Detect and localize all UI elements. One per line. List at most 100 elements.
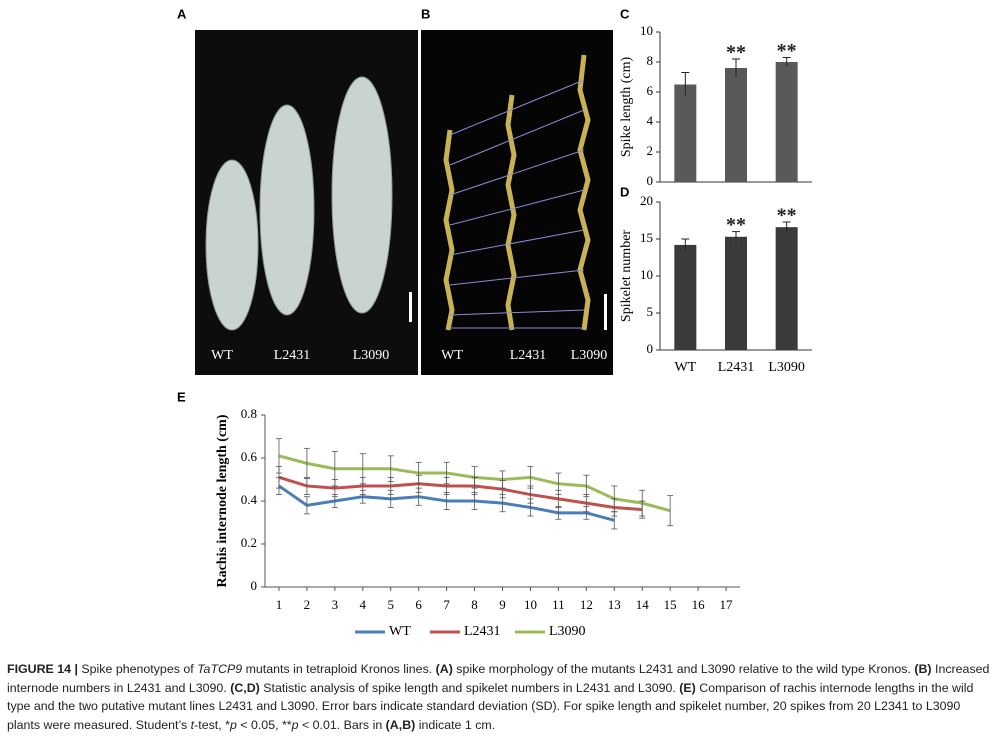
caption-text: (A,B) (385, 717, 416, 732)
error-bar (527, 466, 534, 489)
photo-label: WT (441, 348, 463, 363)
error-bar (681, 72, 690, 97)
caption-text: p (291, 717, 299, 732)
significance: ** (777, 40, 797, 62)
y-tick-label: 20 (640, 193, 653, 208)
panel-label: D (620, 184, 629, 199)
photo-label: WT (211, 348, 233, 363)
bar (775, 227, 798, 350)
y-tick-label: 5 (647, 304, 654, 319)
y-tick-label: 0 (647, 173, 654, 188)
bar (674, 244, 697, 350)
legend-label: L2431 (464, 624, 501, 639)
error-bar (681, 238, 690, 251)
caption-text: (E) (679, 680, 696, 695)
error-bar (611, 485, 618, 513)
bar (725, 68, 747, 182)
error-bar (667, 495, 674, 527)
error-bar (443, 461, 450, 485)
photo-label: L2431 (510, 348, 547, 363)
x-tick-label: 15 (664, 597, 677, 612)
error-bar (331, 451, 338, 487)
error-bar (415, 461, 422, 485)
y-tick-label: 0.2 (241, 535, 257, 550)
error-bar (782, 221, 791, 233)
y-axis-label: Spikelet number (619, 230, 634, 322)
caption-text: Comparison of rachis internode lengths i… (7, 680, 974, 732)
bar (674, 84, 697, 182)
x-tick-label: 6 (415, 597, 422, 612)
caption-text: FIGURE 14 | (7, 662, 78, 676)
photo-label: L2431 (274, 348, 311, 363)
x-tick-label: 14 (636, 597, 650, 612)
error-bar (359, 453, 366, 485)
error-bar (782, 57, 791, 67)
x-tick-label: 17 (720, 597, 734, 612)
scale-bar (409, 292, 412, 322)
significance: ** (726, 42, 746, 64)
y-axis-label: Rachis internode length (cm) (215, 414, 230, 587)
error-bar (303, 496, 310, 515)
figure-caption: FIGURE 14 | Spike phenotypes of TaTCP9 m… (7, 660, 991, 734)
x-tick-label: 8 (471, 597, 478, 612)
caption-text: (A) (435, 662, 453, 676)
panel-label: A (177, 6, 187, 21)
error-bar (275, 438, 282, 474)
x-tick-label: 11 (552, 597, 565, 612)
y-tick-label: 0.4 (241, 492, 258, 507)
error-bar (555, 472, 562, 495)
y-tick-label: 2 (647, 143, 654, 158)
caption-text: indicate 1 cm. (415, 717, 496, 732)
caption-text: TaTCP9 (197, 662, 243, 676)
x-tick-label: 7 (443, 597, 450, 612)
spike-photos (205, 76, 393, 331)
y-tick-label: 0.8 (241, 406, 257, 421)
significance: ** (726, 214, 746, 236)
x-tick-label: 16 (692, 597, 706, 612)
caption-text: -test, * (194, 717, 230, 732)
y-tick-label: 10 (640, 267, 653, 282)
error-bar (583, 474, 590, 498)
y-axis-label: Spike length (cm) (619, 57, 634, 158)
error-bar (387, 455, 394, 483)
y-tick-label: 6 (647, 83, 654, 98)
x-tick-label: 5 (387, 597, 394, 612)
y-tick-label: 0 (647, 341, 654, 356)
y-tick-label: 10 (640, 23, 653, 38)
caption-text: Statistic analysis of spike length and s… (259, 680, 680, 695)
rachis-photos (443, 54, 591, 331)
error-bar (471, 466, 478, 489)
connector-lines (449, 79, 585, 329)
y-tick-label: 0 (251, 578, 258, 593)
x-tick-label: 10 (524, 597, 537, 612)
bar (725, 236, 747, 350)
x-tick-label: 12 (580, 597, 593, 612)
caption-text: < 0.05, ** (236, 717, 292, 732)
caption-text: p (229, 717, 237, 732)
y-tick-label: 8 (647, 53, 654, 68)
photo-label: L3090 (571, 348, 608, 363)
panel-label: C (620, 6, 630, 21)
caption-text: spike morphology of the mutants L2431 an… (452, 662, 915, 676)
caption-text: (C,D) (230, 680, 260, 695)
x-tick-label: 2 (304, 597, 311, 612)
error-bar (499, 470, 506, 489)
scale-bar (604, 294, 607, 330)
x-tick-label: 1 (276, 597, 283, 612)
panel-label: E (177, 389, 186, 404)
significance: ** (777, 205, 797, 227)
y-tick-label: 0.6 (241, 449, 258, 464)
caption-text: mutants in tetraploid Kronos lines. (242, 662, 436, 676)
caption-text: t (190, 717, 195, 732)
caption-text: (B) (914, 662, 932, 676)
x-tick-label: 9 (499, 597, 506, 612)
caption-text: < 0.01. Bars in (298, 717, 386, 732)
caption-text: Spike phenotypes of (77, 662, 198, 676)
legend-label: L3090 (549, 624, 586, 639)
bar (775, 62, 798, 182)
legend-label: WT (389, 624, 411, 639)
panel-label: B (421, 6, 430, 21)
x-tick-label: 13 (608, 597, 621, 612)
x-tick-label: 3 (332, 597, 339, 612)
